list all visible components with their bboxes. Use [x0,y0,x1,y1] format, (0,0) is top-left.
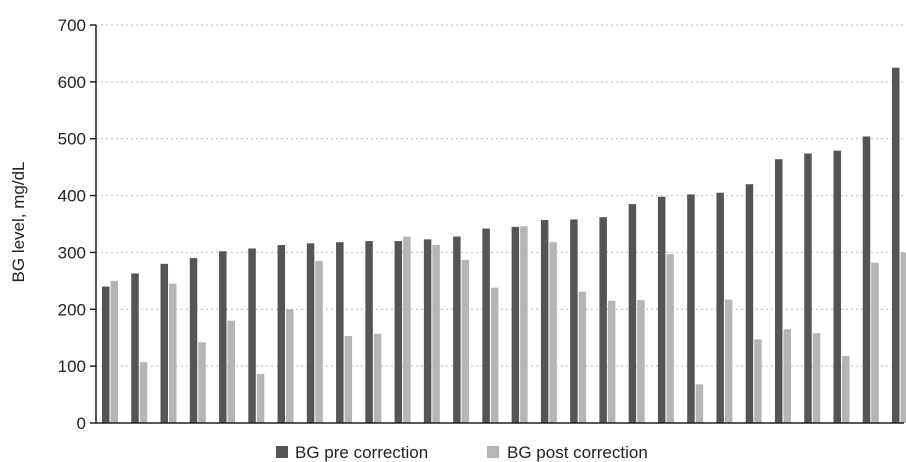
bars [102,67,906,424]
y-tick-label-500: 500 [58,130,86,149]
bar-post-9 [344,336,353,423]
bar-pre-10 [365,241,373,423]
y-tick-label-700: 700 [58,16,86,35]
bar-post-25 [812,333,821,423]
bar-pre-19 [628,204,637,423]
bar-pre-3 [160,263,169,423]
bar-pre-24 [774,159,783,423]
bar-post-10 [373,333,382,423]
legend-label-pre: BG pre correction [295,443,428,462]
bar-post-7 [286,309,294,423]
bar-post-18 [607,300,616,423]
bar-pre-14 [482,228,490,423]
bar-post-17 [578,291,587,423]
y-tick-label-400: 400 [58,187,86,206]
bar-pre-22 [716,192,724,423]
bar-pre-12 [423,239,432,423]
bar-post-5 [227,320,236,423]
bar-post-4 [198,342,206,423]
bar-pre-11 [394,241,403,423]
bar-pre-5 [219,251,227,423]
y-tick-label-600: 600 [58,73,86,92]
bar-pre-1 [102,286,110,423]
legend: BG pre correction BG post correction [276,443,648,462]
bar-pre-27 [862,136,871,423]
bar-pre-23 [745,184,754,423]
bar-pre-9 [336,242,344,423]
bar-post-16 [549,242,557,423]
y-axis: 0 100 200 300 400 500 600 700 [58,16,904,433]
bar-pre-21 [687,194,695,423]
bar-post-28 [900,252,906,423]
bar-pre-28 [892,67,900,424]
bar-post-21 [695,384,704,423]
bar-post-27 [871,262,879,423]
legend-swatch-pre [276,446,288,458]
bar-post-19 [637,300,645,423]
y-axis-title: BG level, mg/dL [9,162,28,283]
bar-pre-20 [657,196,666,423]
bar-pre-4 [189,258,198,423]
bar-post-12 [432,245,440,423]
gridlines [96,24,904,367]
bar-post-8 [315,260,323,423]
bar-post-13 [461,259,470,423]
bar-post-24 [783,329,791,423]
y-tick-label-100: 100 [58,357,86,376]
bar-post-14 [490,287,499,423]
bar-post-3 [169,283,177,423]
y-tick-label-0: 0 [77,414,86,433]
bar-pre-7 [277,245,286,423]
bar-post-26 [841,355,850,423]
bar-pre-13 [453,236,461,423]
bar-pre-18 [599,217,607,423]
bar-post-23 [754,339,762,423]
bar-pre-8 [306,243,315,423]
bar-post-11 [403,236,411,423]
bar-post-2 [139,362,148,423]
bar-pre-16 [540,220,549,423]
bar-post-22 [724,299,733,423]
bar-post-6 [256,374,265,423]
bar-post-1 [110,280,118,423]
y-tick-label-300: 300 [58,243,86,262]
bar-pre-2 [131,273,139,423]
legend-swatch-post [487,446,499,458]
bar-pre-15 [511,226,520,423]
legend-label-post: BG post correction [507,443,648,462]
bar-pre-26 [833,150,841,423]
bar-post-20 [666,254,674,423]
y-tick-label-200: 200 [58,300,86,319]
bar-pre-17 [570,219,578,423]
bar-post-15 [520,226,528,423]
bar-pre-6 [248,248,256,423]
bar-pre-25 [804,153,812,424]
